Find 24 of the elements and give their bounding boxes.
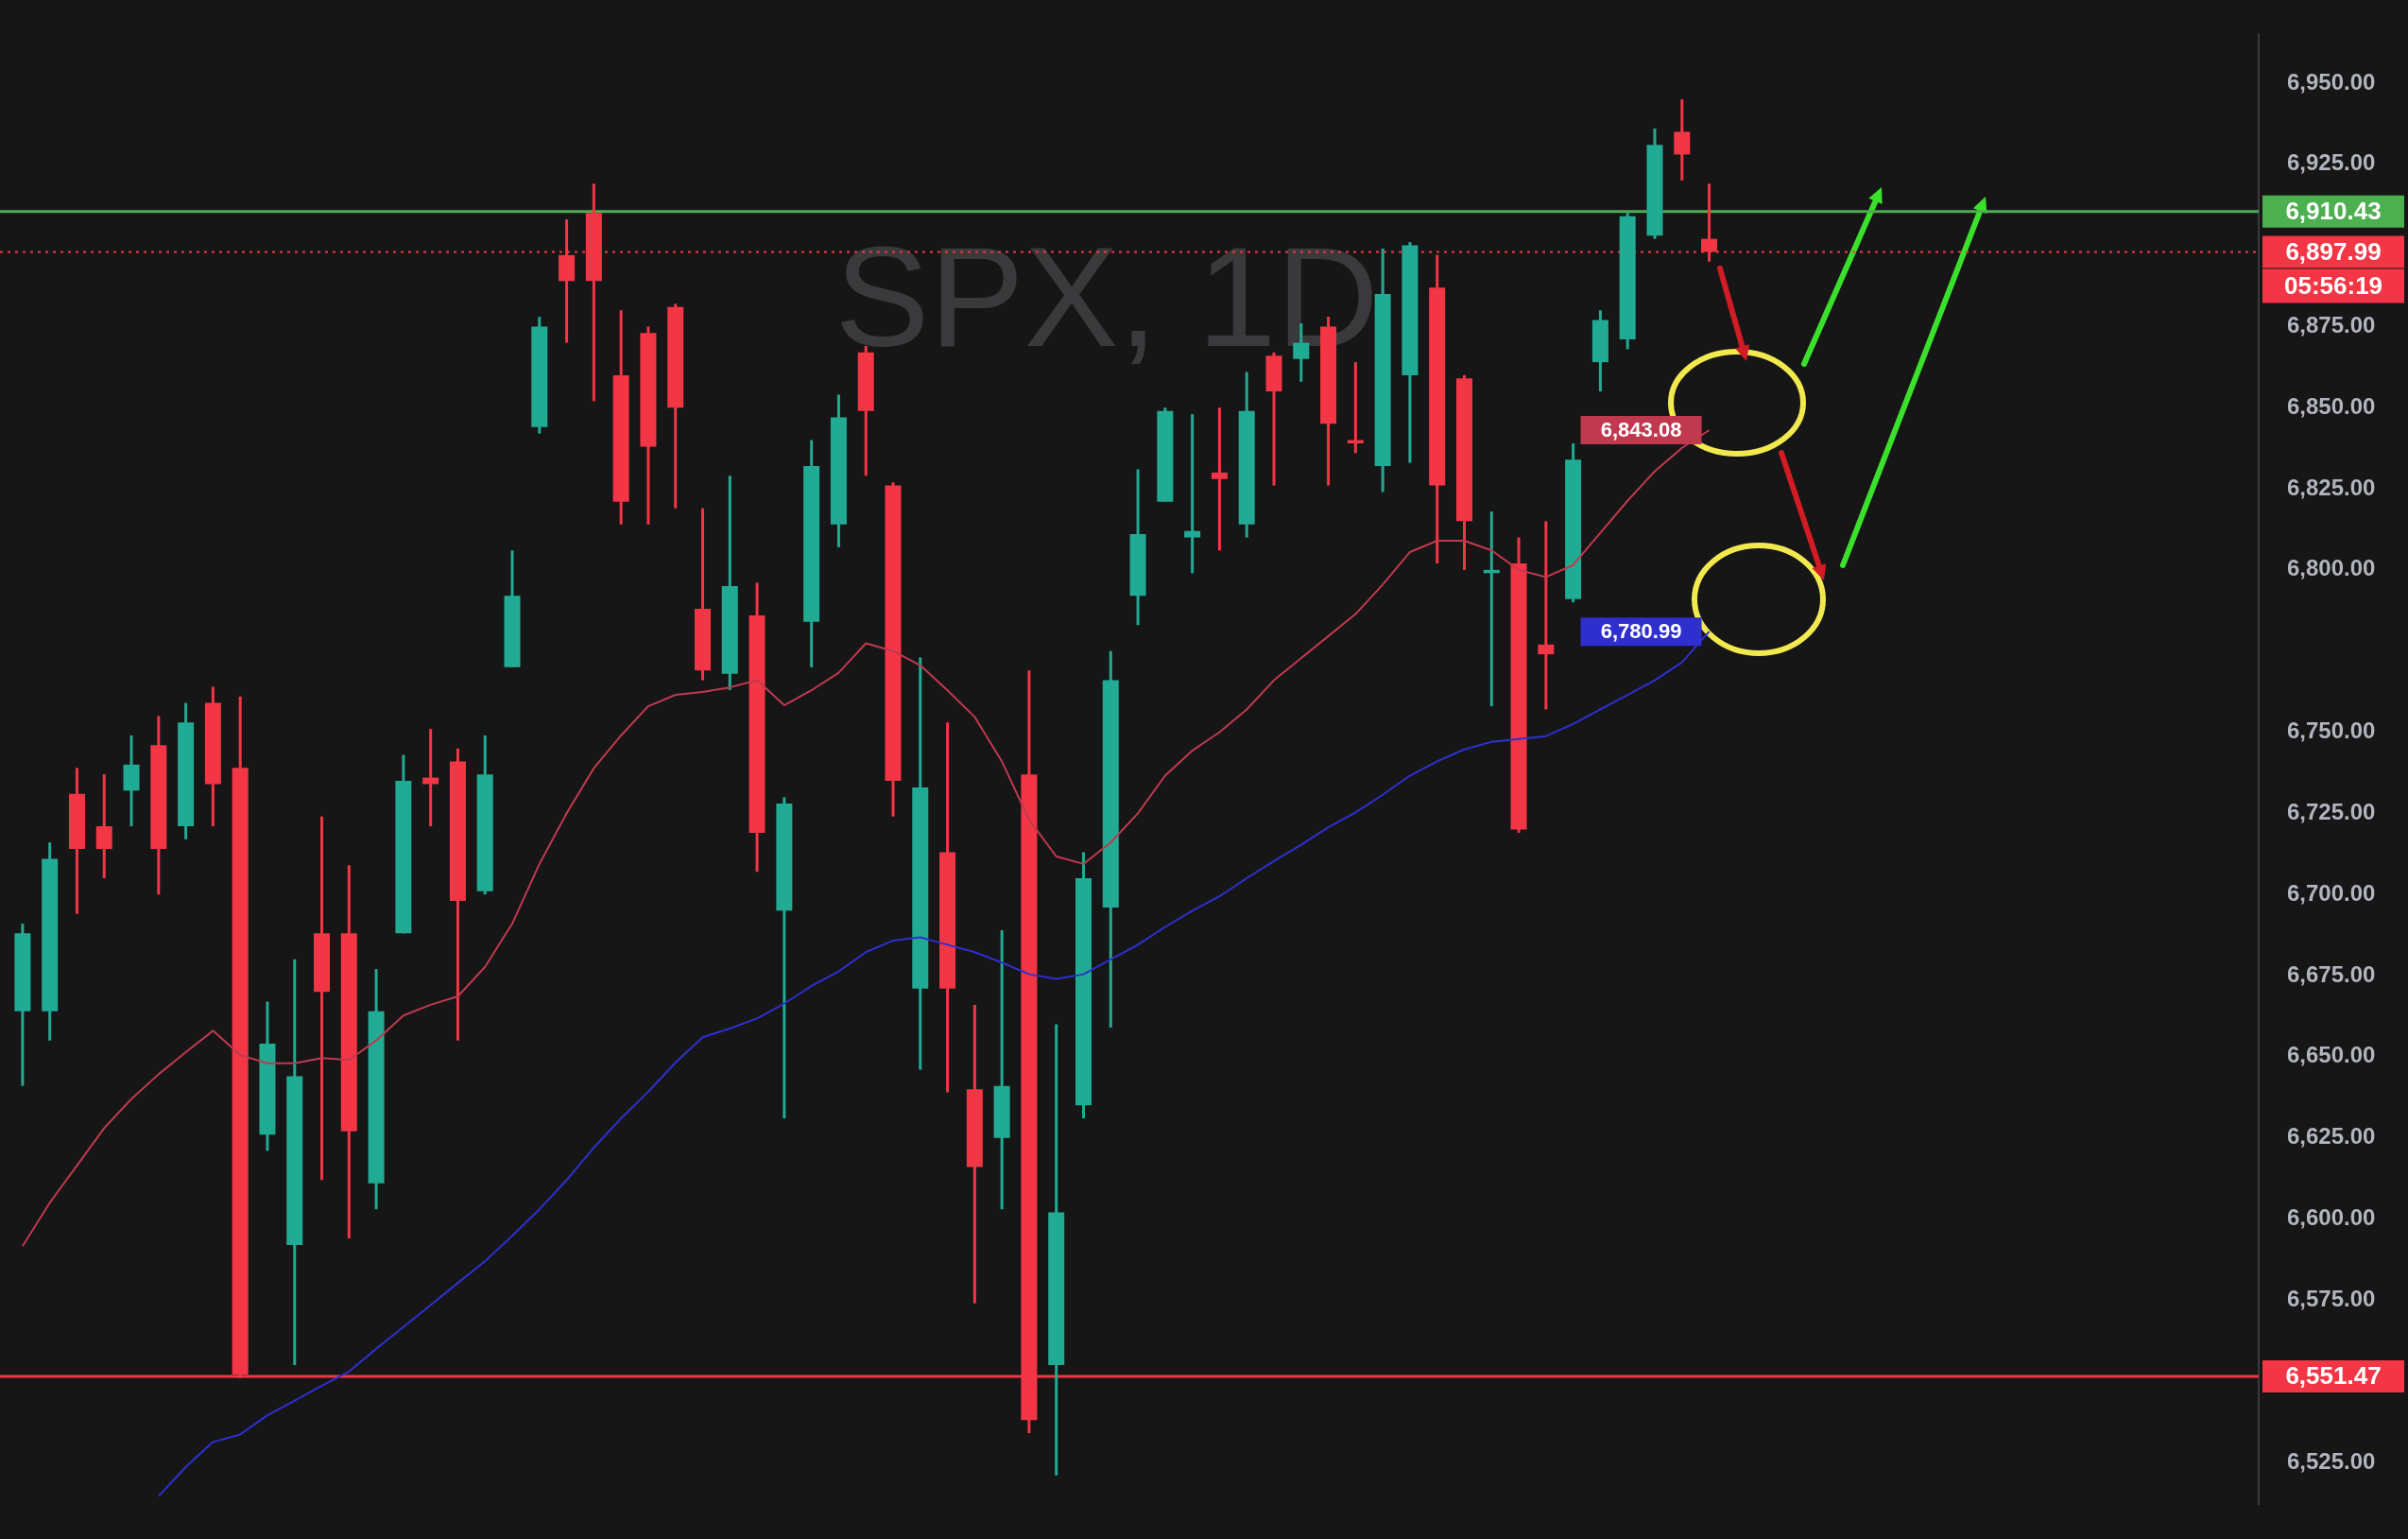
y-tick-label: 6,625.00 [2287,1123,2376,1150]
y-tick-label: 6,700.00 [2287,879,2376,906]
y-tick-label: 6,750.00 [2287,718,2376,744]
y-tick-label: 6,650.00 [2287,1042,2376,1068]
y-tick-label: 6,525.00 [2287,1447,2376,1474]
y-tick-label: 6,600.00 [2287,1204,2376,1231]
y-tick-label: 6,675.00 [2287,960,2376,987]
y-tick-label: 6,825.00 [2287,474,2376,500]
y-tick-label: 6,725.00 [2287,798,2376,824]
y-tick-label: 6,925.00 [2287,149,2376,176]
y-tick-label: 6,850.00 [2287,392,2376,419]
y-tick-label: 6,875.00 [2287,312,2376,338]
data-label: 6,780.99 [1600,619,1682,644]
y-tick-label: 6,575.00 [2287,1285,2376,1311]
y-tick-label: 6,800.00 [2287,555,2376,581]
ref-line-label: 6,910.43 [2285,196,2382,225]
ref-line-label: 6,897.99 [2285,236,2382,266]
data-label: 6,843.08 [1600,418,1682,442]
text: 05:56:19 [2283,270,2383,300]
candlestick [1184,414,1201,574]
candlestick [1538,521,1555,710]
candlestick [1211,407,1228,551]
ref-line-label: 6,551.47 [2285,1361,2382,1391]
y-tick-label: 6,950.00 [2287,68,2376,95]
